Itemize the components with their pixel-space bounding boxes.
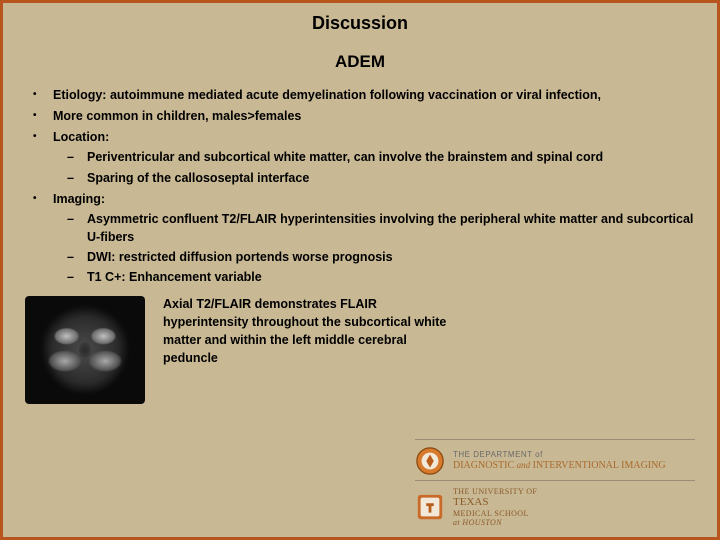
sub-bullet-text: Asymmetric confluent T2/FLAIR hyperinten… (87, 212, 693, 244)
dept-seal-icon (415, 446, 445, 476)
slide-subtitle: ADEM (25, 52, 695, 72)
bullet-item: Imaging: Asymmetric confluent T2/FLAIR h… (25, 190, 695, 287)
dept-line2c: IMAGING (621, 460, 665, 471)
ut-line2: TEXAS (453, 496, 488, 508)
dept-line1: THE DEPARTMENT of (453, 450, 666, 460)
dept-logo-row: THE DEPARTMENT of DIAGNOSTIC and INTERVE… (415, 446, 695, 476)
dept-line2: DIAGNOSTIC and INTERVENTIONAL IMAGING (453, 460, 666, 473)
bullet-item: Location: Periventricular and subcortica… (25, 128, 695, 186)
sub-bullet-text: Sparing of the callososeptal interface (87, 171, 309, 185)
dept-line2-and: and (517, 460, 531, 470)
divider (415, 480, 695, 481)
sub-bullet-text: T1 C+: Enhancement variable (87, 270, 262, 284)
bullet-text: More common in children, males>females (53, 109, 301, 123)
ut-logo-row: THE UNIVERSITY OF TEXAS MEDICAL SCHOOL a… (415, 487, 695, 527)
lower-row: Axial T2/FLAIR demonstrates FLAIR hyperi… (25, 296, 695, 404)
sub-bullet-list: Periventricular and subcortical white ma… (53, 148, 695, 186)
brain-scan-graphic (39, 304, 131, 396)
bullet-item: More common in children, males>females (25, 107, 695, 125)
bullet-item: Etiology: autoimmune mediated acute demy… (25, 86, 695, 104)
ut-seal-icon (415, 492, 445, 522)
mri-image (25, 296, 145, 404)
sub-bullet-item: T1 C+: Enhancement variable (53, 268, 695, 286)
slide-title: Discussion (25, 13, 695, 34)
divider (415, 439, 695, 440)
dept-line2b: INTERVENTIONAL (533, 460, 619, 471)
bullet-text: Location: (53, 130, 109, 144)
ut-line1: THE UNIVERSITY OF (453, 487, 537, 496)
footer-logos: THE DEPARTMENT of DIAGNOSTIC and INTERVE… (415, 435, 695, 527)
sub-bullet-list: Asymmetric confluent T2/FLAIR hyperinten… (53, 210, 695, 287)
ut-line4: at HOUSTON (453, 518, 537, 527)
sub-bullet-item: Sparing of the callososeptal interface (53, 169, 695, 187)
dept-logo-text: THE DEPARTMENT of DIAGNOSTIC and INTERVE… (453, 450, 666, 473)
sub-bullet-text: Periventricular and subcortical white ma… (87, 150, 603, 164)
bullet-list: Etiology: autoimmune mediated acute demy… (25, 86, 695, 286)
slide: Discussion ADEM Etiology: autoimmune med… (3, 3, 717, 537)
bullet-text: Imaging: (53, 192, 105, 206)
sub-bullet-item: Asymmetric confluent T2/FLAIR hyperinten… (53, 210, 695, 246)
ut-line3: MEDICAL SCHOOL (453, 509, 537, 518)
image-caption: Axial T2/FLAIR demonstrates FLAIR hyperi… (163, 296, 463, 367)
sub-bullet-item: Periventricular and subcortical white ma… (53, 148, 695, 166)
dept-line2a: DIAGNOSTIC (453, 460, 514, 471)
content-area: Etiology: autoimmune mediated acute demy… (25, 86, 695, 404)
ut-logo-text: THE UNIVERSITY OF TEXAS MEDICAL SCHOOL a… (453, 487, 537, 527)
bullet-text: Etiology: autoimmune mediated acute demy… (53, 88, 601, 102)
sub-bullet-item: DWI: restricted diffusion portends worse… (53, 248, 695, 266)
sub-bullet-text: DWI: restricted diffusion portends worse… (87, 250, 393, 264)
